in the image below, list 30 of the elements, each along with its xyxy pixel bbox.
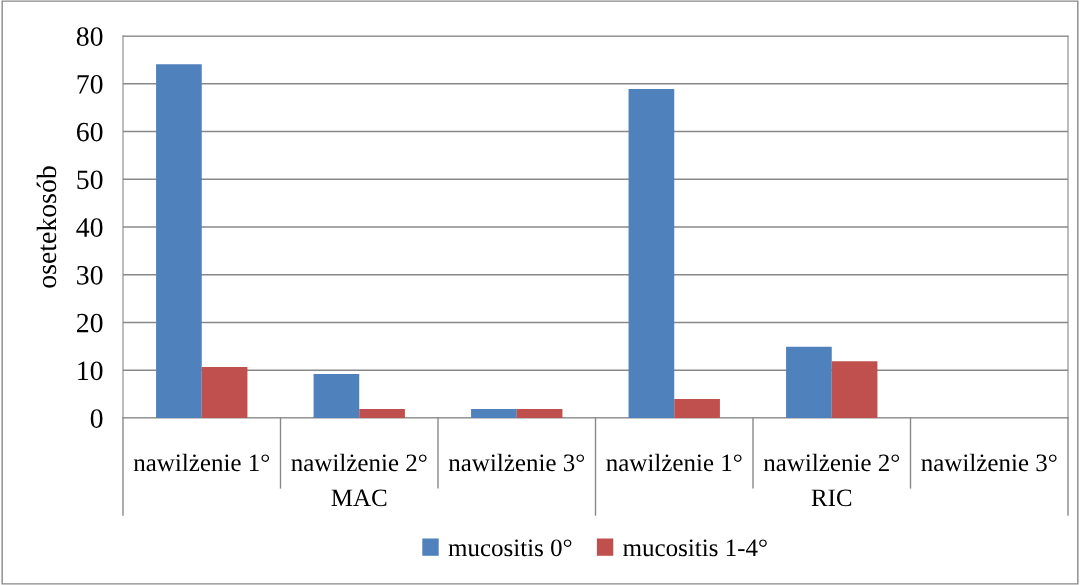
bar xyxy=(786,346,832,418)
x-tick-label: nawilżenie 3° xyxy=(448,453,585,472)
y-tick-label: 10 xyxy=(78,361,103,381)
text: MAC xyxy=(331,489,387,507)
x-tick-label: nawilżenie 3° xyxy=(921,453,1057,472)
y-tick-label: 60 xyxy=(76,122,103,142)
y-axis-title: osetekosób xyxy=(36,166,57,288)
bar xyxy=(516,408,563,418)
y-tick-label: 80 xyxy=(76,27,103,46)
y-tick-label: 0 xyxy=(90,409,103,428)
bar xyxy=(674,398,720,418)
bar xyxy=(313,374,360,418)
bar xyxy=(201,366,248,418)
bar xyxy=(156,64,202,418)
y-tick-label: 30 xyxy=(77,265,103,285)
y-tick-label: 20 xyxy=(77,313,103,333)
bar xyxy=(471,408,517,418)
x-tick-label: nawilżenie 1° xyxy=(606,453,742,472)
x-tick-label: nawilżenie 1° xyxy=(133,453,270,472)
y-tick-label: 50 xyxy=(77,170,103,190)
y-tick-label: 70 xyxy=(77,74,103,94)
text: RIC xyxy=(811,489,852,507)
bar xyxy=(359,408,405,418)
bar xyxy=(628,89,675,418)
legend-label: mucositis 0° xyxy=(448,539,572,557)
y-tick-label: 40 xyxy=(76,218,103,237)
bar xyxy=(831,361,878,418)
x-tick-label: nawilżenie 2° xyxy=(291,453,427,472)
x-tick-label: nawilżenie 2° xyxy=(763,453,900,472)
legend-label: mucositis 1-4° xyxy=(623,539,767,557)
